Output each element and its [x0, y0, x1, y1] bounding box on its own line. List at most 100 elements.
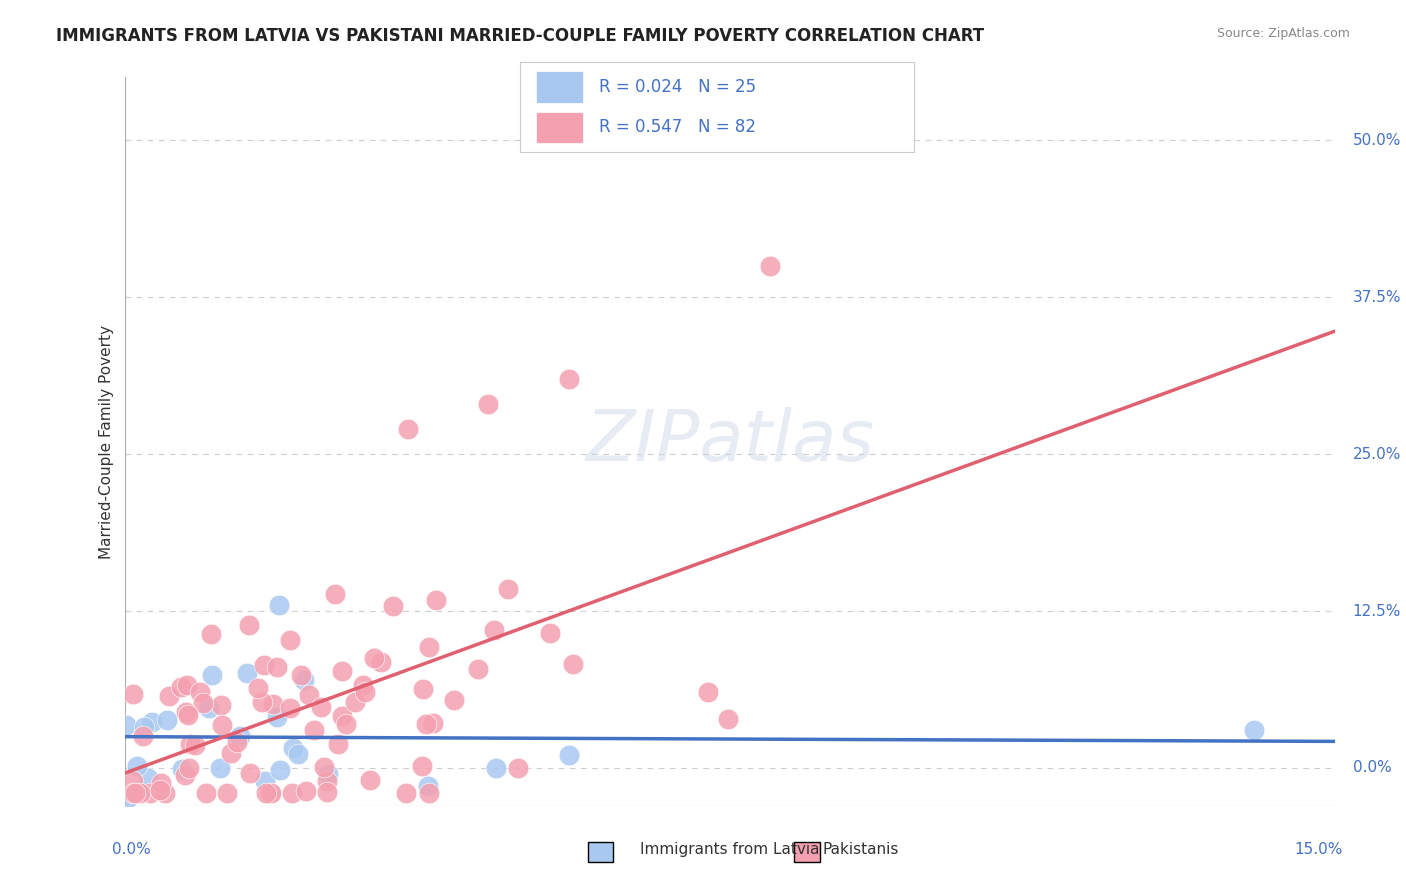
Point [125, 758, 148, 772]
Point [332, 665, 354, 679]
Point [254, 773, 277, 788]
Y-axis label: Married-Couple Family Poverty: Married-Couple Family Poverty [100, 325, 114, 558]
Point [254, 786, 277, 800]
Text: R = 0.024   N = 25: R = 0.024 N = 25 [599, 78, 756, 95]
Point [281, 741, 304, 756]
Point [194, 786, 217, 800]
Point [343, 695, 366, 709]
Point [269, 763, 291, 777]
Point [236, 666, 259, 681]
Point [1243, 723, 1265, 738]
Point [128, 786, 150, 800]
Point [266, 710, 288, 724]
Point [173, 768, 195, 782]
Point [309, 700, 332, 714]
Point [395, 786, 418, 800]
Point [153, 786, 176, 800]
Text: IMMIGRANTS FROM LATVIA VS PAKISTANI MARRIED-COUPLE FAMILY POVERTY CORRELATION CH: IMMIGRANTS FROM LATVIA VS PAKISTANI MARR… [56, 27, 984, 45]
Point [467, 662, 489, 676]
Point [316, 767, 339, 781]
Point [177, 761, 200, 775]
Point [253, 658, 276, 673]
Point [370, 655, 392, 669]
Point [136, 772, 159, 786]
Point [330, 709, 353, 723]
Point [266, 660, 288, 674]
Point [363, 651, 385, 665]
Point [201, 667, 224, 681]
Point [122, 786, 145, 800]
Point [415, 717, 437, 731]
Bar [536, 112, 583, 143]
Point [198, 701, 221, 715]
Point [717, 712, 740, 726]
Point [315, 774, 337, 789]
Point [396, 422, 419, 436]
Text: 15.0%: 15.0% [1295, 842, 1343, 856]
Point [416, 779, 439, 793]
Point [259, 786, 281, 800]
Point [184, 738, 207, 752]
Point [122, 687, 145, 701]
Point [190, 685, 212, 699]
Point [250, 695, 273, 709]
Point [418, 640, 440, 654]
Text: Immigrants from Latvia: Immigrants from Latvia [640, 842, 820, 856]
Point [209, 761, 232, 775]
Point [558, 372, 581, 386]
Point [508, 761, 530, 775]
Point [323, 587, 346, 601]
Point [150, 776, 173, 790]
Text: 25.0%: 25.0% [1353, 447, 1400, 461]
Text: 0.0%: 0.0% [1353, 761, 1392, 775]
Point [209, 698, 232, 713]
Point [443, 692, 465, 706]
Point [191, 696, 214, 710]
Point [411, 759, 433, 773]
Point [482, 623, 505, 637]
Point [418, 786, 440, 800]
Point [139, 786, 162, 800]
Point [278, 701, 301, 715]
Point [156, 713, 179, 727]
Point [354, 684, 377, 698]
Point [498, 582, 520, 597]
Point [174, 705, 197, 719]
Point [132, 729, 155, 743]
Point [260, 786, 283, 800]
Point [211, 717, 233, 731]
Point [267, 598, 290, 612]
Point [238, 618, 260, 632]
Point [759, 259, 782, 273]
Point [298, 688, 321, 702]
Point [278, 632, 301, 647]
Point [315, 785, 337, 799]
Point [115, 718, 138, 732]
Text: Source: ZipAtlas.com: Source: ZipAtlas.com [1216, 27, 1350, 40]
Point [558, 748, 581, 763]
Point [561, 657, 583, 671]
Point [280, 786, 302, 800]
Point [290, 668, 312, 682]
Point [359, 772, 381, 787]
Point [149, 782, 172, 797]
Point [117, 790, 139, 805]
Point [246, 681, 269, 695]
Point [326, 737, 349, 751]
Point [169, 680, 191, 694]
Point [485, 761, 508, 775]
Point [302, 723, 325, 737]
Point [335, 717, 357, 731]
Point [239, 765, 262, 780]
Point [200, 626, 222, 640]
Point [287, 747, 309, 761]
Bar [536, 71, 583, 103]
Point [422, 716, 444, 731]
Text: Pakistanis: Pakistanis [823, 842, 898, 856]
Point [477, 397, 499, 411]
Text: ZIPatlas: ZIPatlas [586, 407, 875, 476]
Point [229, 729, 252, 743]
Point [381, 599, 404, 613]
Point [177, 708, 200, 723]
Point [412, 682, 434, 697]
